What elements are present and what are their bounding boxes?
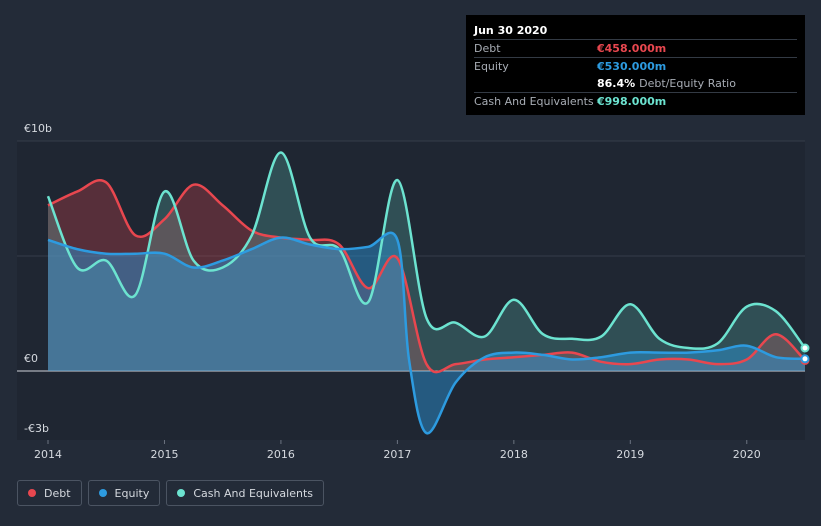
end-marker-cash-and-equivalents: [800, 343, 810, 353]
x-tick-label: 2020: [733, 448, 761, 461]
legend-item-cash[interactable]: Cash And Equivalents: [166, 480, 324, 506]
tooltip-ratio: 86.4% Debt/Equity Ratio: [597, 75, 736, 92]
series-areas: [48, 152, 805, 434]
tooltip-ratio-label: Debt/Equity Ratio: [639, 77, 736, 90]
series-end-markers: [800, 343, 810, 365]
series-lines: [46, 151, 806, 435]
data-tooltip: Jun 30 2020 Debt €458.000m Equity €530.0…: [466, 15, 805, 115]
x-tick-label: 2014: [34, 448, 62, 461]
legend-cash-dot: [177, 489, 186, 497]
area-debt: [48, 180, 805, 373]
tooltip-cash-row: Cash And Equivalents €998.000m: [474, 92, 797, 110]
y-tick-label: €10b: [24, 122, 52, 135]
x-tick-label: 2016: [267, 448, 295, 461]
axis-labels: €10b €0 -€3b 2014 2015 2016 2017 2018 2019 2020: [24, 122, 761, 461]
legend-item-equity[interactable]: Equity: [87, 480, 161, 506]
area-cash-and-equivalents: [48, 152, 805, 371]
legend-cash-label: Cash And Equivalents: [193, 486, 313, 500]
tooltip-date: Jun 30 2020: [474, 24, 548, 37]
legend-equity-dot: [98, 489, 107, 497]
x-tick-label: 2018: [500, 448, 528, 461]
area-equity: [48, 232, 805, 434]
tooltip-cash-value: €998.000m: [597, 95, 667, 108]
end-marker-equity: [800, 354, 810, 364]
tooltip-equity-label: Equity: [474, 60, 509, 73]
tooltip-cash-label: Cash And Equivalents: [474, 95, 594, 108]
tooltip-debt-row: Debt €458.000m: [474, 39, 797, 57]
legend-debt-label: Debt: [44, 486, 71, 500]
tooltip-ratio-value: 86.4%: [597, 77, 636, 90]
tooltip-debt-value: €458.000m: [597, 42, 667, 55]
line-cash-and-equivalents: [46, 151, 806, 350]
line-debt: [47, 178, 806, 374]
x-tick-label: 2017: [383, 448, 411, 461]
plot-background: [17, 141, 805, 440]
y-tick-label: €0: [24, 352, 38, 365]
legend-equity-label: Equity: [114, 486, 150, 500]
tooltip-debt-label: Debt: [474, 42, 501, 55]
line-equity: [47, 231, 806, 435]
y-tick-label: -€3b: [24, 422, 49, 435]
legend-debt-dot: [28, 489, 36, 497]
legend-item-debt[interactable]: Debt: [17, 480, 82, 506]
x-tick-label: 2019: [616, 448, 644, 461]
tooltip-ratio-row: 86.4% Debt/Equity Ratio: [474, 75, 797, 92]
tooltip-equity-row: Equity €530.000m: [474, 57, 797, 75]
chart-legend: Debt Equity Cash And Equivalents: [17, 480, 324, 508]
x-tick-label: 2015: [150, 448, 178, 461]
tooltip-equity-value: €530.000m: [597, 60, 667, 73]
debt-equity-history-chart: €10b €0 -€3b 2014 2015 2016 2017 2018 2019 2020: [17, 122, 810, 461]
